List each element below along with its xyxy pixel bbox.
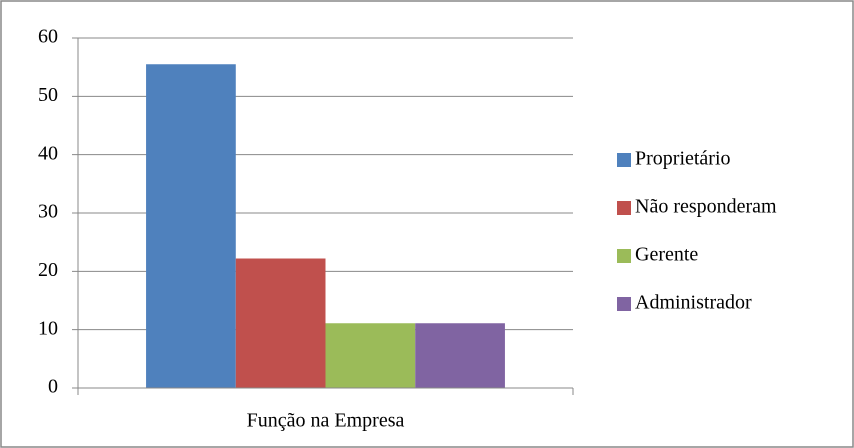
bar — [235, 258, 326, 388]
y-tick-label: 40 — [38, 142, 58, 164]
y-tick-label: 60 — [38, 26, 58, 48]
legend-swatch — [617, 201, 631, 215]
bar — [325, 323, 416, 388]
y-tick-label: 30 — [38, 201, 58, 223]
x-tick-label: Função na Empresa — [247, 410, 405, 432]
legend-label: Proprietário — [635, 148, 731, 170]
y-tick-label: 20 — [38, 259, 58, 281]
y-tick-label: 10 — [38, 317, 58, 339]
y-tick-label: 50 — [38, 84, 58, 106]
legend-swatch — [617, 297, 631, 311]
bar — [146, 64, 236, 388]
legend-swatch — [617, 153, 631, 167]
legend-label: Não responderam — [635, 196, 777, 218]
legend-label: Gerente — [635, 244, 698, 266]
legend-label: Administrador — [635, 292, 752, 314]
legend-swatch — [617, 249, 631, 263]
bar — [415, 323, 505, 388]
y-tick-label: 0 — [48, 376, 58, 398]
